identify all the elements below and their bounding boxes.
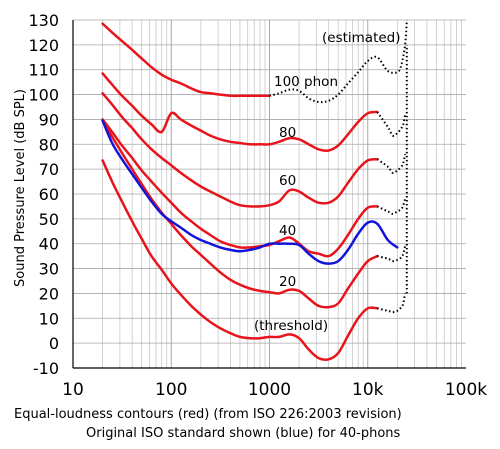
annotation-estimated: (estimated) — [322, 30, 401, 46]
x-tick-label: 1000 — [248, 380, 291, 400]
y-tick-label: -10 — [33, 359, 59, 378]
y-tick-label: 130 — [28, 11, 59, 30]
series-line-dotted-7 — [269, 19, 408, 104]
series-line-red-2 — [101, 118, 379, 258]
y-tick-label: 30 — [39, 260, 59, 279]
annotation-80-phon: 80 — [279, 125, 296, 141]
series-line-dotted-9 — [376, 154, 407, 174]
grid — [72, 19, 466, 369]
y-tick-label: 70 — [39, 160, 59, 179]
series-line-dotted-10 — [376, 198, 407, 215]
annotation-40-phon: 40 — [279, 223, 296, 239]
x-tick-label: 10 — [62, 380, 84, 400]
y-tick-label: 40 — [39, 235, 59, 254]
x-tick-label: 100k — [445, 380, 487, 400]
x-axis-label: Equal-loudness contours (red) (from ISO … — [14, 407, 402, 422]
x-axis-label-line2: Original ISO standard shown (blue) for 4… — [86, 426, 401, 441]
tick-labels: -10 0 10 20 30 40 50 60 70 80 90 100 110 120 130 10 100 1… — [28, 11, 487, 400]
y-tick-label: 110 — [28, 61, 59, 80]
annotation-20-phon: 20 — [279, 274, 296, 290]
series-line-red-4 — [101, 72, 379, 152]
y-tick-label: 50 — [39, 210, 59, 229]
y-tick-label: 100 — [28, 86, 59, 105]
annotation-100-phon: 100 phon — [274, 74, 338, 90]
series-group — [101, 19, 408, 361]
series-line-red-0 — [101, 159, 379, 361]
series-line-red-1 — [101, 119, 379, 309]
x-tick-label: 10k — [352, 380, 384, 400]
series-line-dotted-11 — [377, 245, 407, 263]
axes — [72, 20, 466, 369]
series-line-red-5 — [101, 22, 271, 98]
y-tick-label: 80 — [39, 135, 59, 154]
y-tick-label: 60 — [39, 185, 59, 204]
x-tick-label: 100 — [155, 380, 187, 400]
series-line-dotted-8 — [376, 111, 407, 137]
y-tick-label: 0 — [49, 334, 59, 353]
series-line-red-3 — [101, 92, 379, 208]
series-line-dotted-12 — [377, 293, 407, 314]
annotation-threshold: (threshold) — [254, 318, 328, 334]
annotation-60-phon: 60 — [279, 173, 296, 189]
y-axis-label: Sound Pressure Level (dB SPL) — [13, 89, 28, 287]
series-line-blue-6 — [101, 119, 399, 265]
y-tick-label: 10 — [39, 309, 59, 328]
y-tick-label: 20 — [39, 284, 59, 303]
y-tick-label: 90 — [39, 110, 59, 129]
y-tick-label: 120 — [28, 36, 59, 55]
